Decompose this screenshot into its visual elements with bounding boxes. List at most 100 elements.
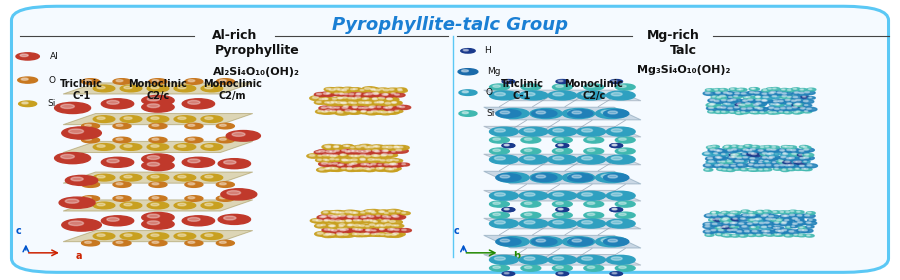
- Circle shape: [361, 97, 372, 101]
- Circle shape: [777, 92, 782, 93]
- Circle shape: [338, 154, 348, 157]
- Circle shape: [385, 228, 400, 232]
- Circle shape: [722, 164, 734, 168]
- Circle shape: [504, 80, 509, 82]
- Circle shape: [328, 215, 344, 220]
- Polygon shape: [483, 90, 641, 101]
- Circle shape: [745, 222, 758, 226]
- Circle shape: [116, 80, 123, 82]
- Circle shape: [94, 174, 115, 181]
- Circle shape: [315, 232, 330, 236]
- Circle shape: [490, 155, 518, 164]
- Circle shape: [525, 149, 532, 151]
- Circle shape: [725, 107, 738, 111]
- Circle shape: [392, 102, 397, 103]
- Circle shape: [741, 218, 745, 219]
- Circle shape: [342, 97, 347, 98]
- Circle shape: [728, 169, 731, 170]
- Circle shape: [770, 146, 779, 149]
- Circle shape: [18, 77, 38, 83]
- Circle shape: [524, 157, 535, 160]
- Circle shape: [707, 157, 713, 159]
- Circle shape: [314, 151, 325, 154]
- Circle shape: [767, 153, 770, 155]
- Circle shape: [568, 110, 580, 114]
- Circle shape: [745, 96, 754, 99]
- Circle shape: [536, 174, 548, 178]
- Circle shape: [556, 272, 569, 276]
- Circle shape: [324, 168, 328, 169]
- Circle shape: [336, 88, 350, 93]
- Circle shape: [349, 162, 364, 166]
- Circle shape: [788, 96, 791, 97]
- Circle shape: [553, 201, 572, 207]
- Circle shape: [755, 107, 760, 109]
- Circle shape: [493, 202, 500, 204]
- Circle shape: [378, 159, 391, 163]
- Circle shape: [374, 221, 377, 222]
- Circle shape: [800, 229, 813, 233]
- Circle shape: [798, 229, 804, 231]
- Circle shape: [60, 104, 75, 109]
- Circle shape: [142, 154, 174, 164]
- Circle shape: [328, 167, 334, 169]
- Circle shape: [317, 215, 332, 220]
- Circle shape: [331, 214, 346, 219]
- Circle shape: [379, 211, 384, 213]
- Circle shape: [316, 155, 327, 158]
- Circle shape: [756, 218, 761, 220]
- Circle shape: [329, 89, 335, 91]
- Circle shape: [752, 146, 756, 147]
- Circle shape: [493, 138, 500, 140]
- Circle shape: [338, 93, 343, 94]
- Circle shape: [553, 148, 572, 154]
- Circle shape: [801, 146, 805, 147]
- Circle shape: [188, 80, 194, 82]
- Circle shape: [339, 149, 353, 153]
- Circle shape: [752, 218, 764, 222]
- Circle shape: [521, 84, 541, 90]
- Circle shape: [351, 147, 355, 148]
- Circle shape: [107, 101, 119, 104]
- Circle shape: [747, 169, 756, 171]
- Circle shape: [785, 211, 794, 214]
- Circle shape: [338, 110, 341, 111]
- Circle shape: [794, 99, 806, 102]
- Circle shape: [741, 99, 753, 103]
- Circle shape: [335, 107, 339, 108]
- Circle shape: [608, 111, 617, 114]
- Circle shape: [805, 104, 808, 106]
- Circle shape: [721, 225, 734, 229]
- Circle shape: [796, 99, 801, 101]
- Circle shape: [786, 235, 789, 236]
- Circle shape: [767, 149, 771, 150]
- Circle shape: [355, 155, 360, 157]
- Circle shape: [363, 98, 366, 99]
- Circle shape: [366, 209, 381, 214]
- Circle shape: [389, 164, 393, 165]
- Polygon shape: [483, 190, 641, 201]
- Circle shape: [369, 163, 382, 167]
- Circle shape: [807, 97, 815, 99]
- Circle shape: [793, 111, 802, 114]
- Circle shape: [763, 233, 767, 234]
- Circle shape: [787, 158, 791, 159]
- Circle shape: [530, 237, 562, 247]
- Circle shape: [374, 151, 380, 152]
- Circle shape: [794, 161, 796, 162]
- Circle shape: [783, 153, 788, 155]
- Circle shape: [345, 167, 357, 171]
- Circle shape: [725, 146, 729, 147]
- Circle shape: [340, 96, 354, 100]
- Circle shape: [783, 153, 786, 154]
- Circle shape: [754, 102, 767, 106]
- Circle shape: [780, 169, 789, 172]
- Circle shape: [390, 162, 404, 167]
- Circle shape: [102, 216, 134, 226]
- Circle shape: [752, 227, 755, 228]
- Circle shape: [717, 161, 720, 162]
- Circle shape: [805, 164, 817, 168]
- Circle shape: [743, 96, 751, 99]
- Circle shape: [553, 212, 572, 218]
- Circle shape: [791, 88, 800, 90]
